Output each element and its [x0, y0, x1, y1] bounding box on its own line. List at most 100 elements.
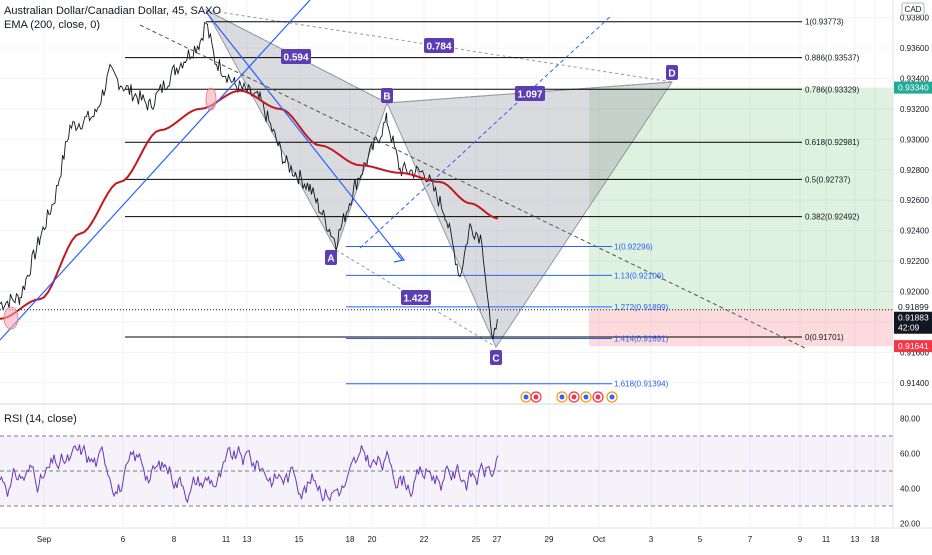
ema-legend[interactable]: EMA (200, close, 0): [4, 19, 100, 31]
position-zones: [589, 87, 893, 347]
pattern-diag-1: [335, 249, 497, 348]
last-price-tag-bg: [894, 311, 932, 334]
time-label-1: 6: [121, 535, 126, 544]
time-label-15: 7: [748, 535, 753, 544]
ratio-badge-2: 1.097: [517, 90, 542, 101]
event-dot-1: [533, 394, 539, 400]
point-d: D: [668, 69, 675, 80]
time-label-14: 5: [698, 535, 703, 544]
point-a: A: [327, 254, 334, 265]
fib-label-4: 0.5(0.92737): [805, 175, 851, 184]
ratio-badge-1-bg: [424, 38, 454, 53]
price-tick-12: 0.91400: [900, 379, 929, 388]
trendline-down: [205, 11, 403, 261]
time-label-2: 8: [172, 535, 177, 544]
price-tick-11: 0.91600: [900, 348, 929, 357]
rsi-line: [0, 443, 499, 504]
time-label-4: 13: [243, 535, 252, 544]
fib-label-2: 0.786(0.93329): [805, 85, 860, 94]
target-price-tag-bg: [894, 81, 932, 94]
highlight-high: [205, 87, 217, 111]
event-dot-5: [595, 394, 601, 400]
fib-label-5: 0.382(0.92492): [805, 213, 860, 222]
currency-box: [901, 2, 925, 16]
trend-drawings: [0, 0, 893, 349]
fib-extension-levels: 1(0.92296) 1.13(0.92106) 1.272(0.91899) 1.4…: [346, 242, 669, 389]
point-c: C: [492, 354, 499, 365]
time-label-18: 13: [851, 535, 860, 544]
price-tick-2: 0.93400: [900, 74, 929, 83]
event-dot-0: [523, 394, 529, 400]
pattern-diag-0: [205, 9, 388, 104]
point-b-bg: [381, 88, 393, 103]
price-tick-0: 0.93800: [900, 14, 929, 23]
time-label-19: 18: [871, 535, 880, 544]
stop-price-tag-bg: [894, 340, 932, 353]
point-c-bg: [490, 350, 502, 365]
fib-label-6: 0(0.91701): [805, 333, 844, 342]
time-label-13: 3: [649, 535, 654, 544]
highlight-low: [3, 306, 19, 330]
bid-price-tag-0: 0.91899: [898, 302, 929, 312]
grid: [0, 0, 893, 527]
event-dot-2: [559, 394, 565, 400]
ratio-badge-3: 1.422: [403, 294, 428, 305]
time-label-12: Oct: [593, 535, 606, 544]
time-label-9: 25: [472, 535, 481, 544]
trendline-arrow: [393, 251, 406, 263]
time-label-17: 11: [822, 535, 831, 544]
ext-label-2: 1.272(0.91899): [614, 303, 669, 312]
ratio-badge-3-bg: [401, 290, 431, 305]
time-label-0: Sep: [37, 535, 52, 544]
ext-label-3: 1.414(0.91691): [614, 335, 669, 344]
price-tick-5: 0.92800: [900, 166, 929, 175]
ratio-badge-0-bg: [281, 49, 311, 64]
point-a-bg: [325, 250, 337, 265]
rsi-pane: [0, 403, 932, 507]
time-label-3: 11: [222, 535, 231, 544]
rsi-legend[interactable]: RSI (14, close): [4, 413, 77, 425]
point-b: B: [383, 92, 390, 103]
time-label-16: 9: [798, 535, 803, 544]
fib-label-1: 0.886(0.93537): [805, 54, 860, 63]
point-d-bg: [666, 65, 678, 80]
price-tick-6: 0.92600: [900, 196, 929, 205]
trendline-dashed: [359, 14, 613, 249]
price-tick-1: 0.93600: [900, 44, 929, 53]
symbol-title[interactable]: Australian Dollar/Canadian Dollar, 45, S…: [4, 5, 222, 17]
price-tick-4: 0.93000: [900, 135, 929, 144]
trendline-up: [0, 0, 311, 341]
fib-levels: 1(0.93773) 0.886(0.93537) 0.786(0.93329) 0.…: [125, 18, 860, 342]
event-dot-6: [609, 394, 615, 400]
ext-label-4: 1.618(0.91394): [614, 380, 669, 389]
rsi-tick-3: 20.00: [900, 520, 921, 529]
ext-label-1: 1.13(0.92106): [614, 271, 664, 280]
price-tick-7: 0.92400: [900, 227, 929, 236]
bid-price-tag-bg: [894, 300, 932, 312]
fib-label-0: 1(0.93773): [805, 18, 844, 27]
stop-zone: [589, 309, 893, 347]
last-price-tag-0: 0.91883: [898, 313, 929, 323]
time-label-10: 27: [493, 535, 502, 544]
event-dot-3: [571, 394, 577, 400]
price-tick-9: 0.92000: [900, 287, 929, 296]
time-label-7: 20: [368, 535, 377, 544]
price-line: [0, 22, 498, 340]
price-series: [0, 22, 498, 340]
time-label-6: 18: [346, 535, 355, 544]
rsi-tick-0: 80.00: [900, 415, 921, 424]
channel-dashed: [139, 24, 806, 349]
ratio-badge-0: 0.594: [283, 53, 308, 64]
ema-series: [0, 89, 499, 320]
ratio-badge-2-bg: [515, 86, 545, 101]
target-zone: [589, 87, 893, 310]
rsi-tick-1: 60.00: [900, 450, 921, 459]
fib-label-3: 0.618(0.92981): [805, 138, 860, 147]
event-dot-4: [583, 394, 589, 400]
time-label-5: 15: [295, 535, 304, 544]
target-price-tag-0: 0.93340: [898, 83, 929, 93]
ext-label-0: 1(0.92296): [614, 242, 653, 251]
